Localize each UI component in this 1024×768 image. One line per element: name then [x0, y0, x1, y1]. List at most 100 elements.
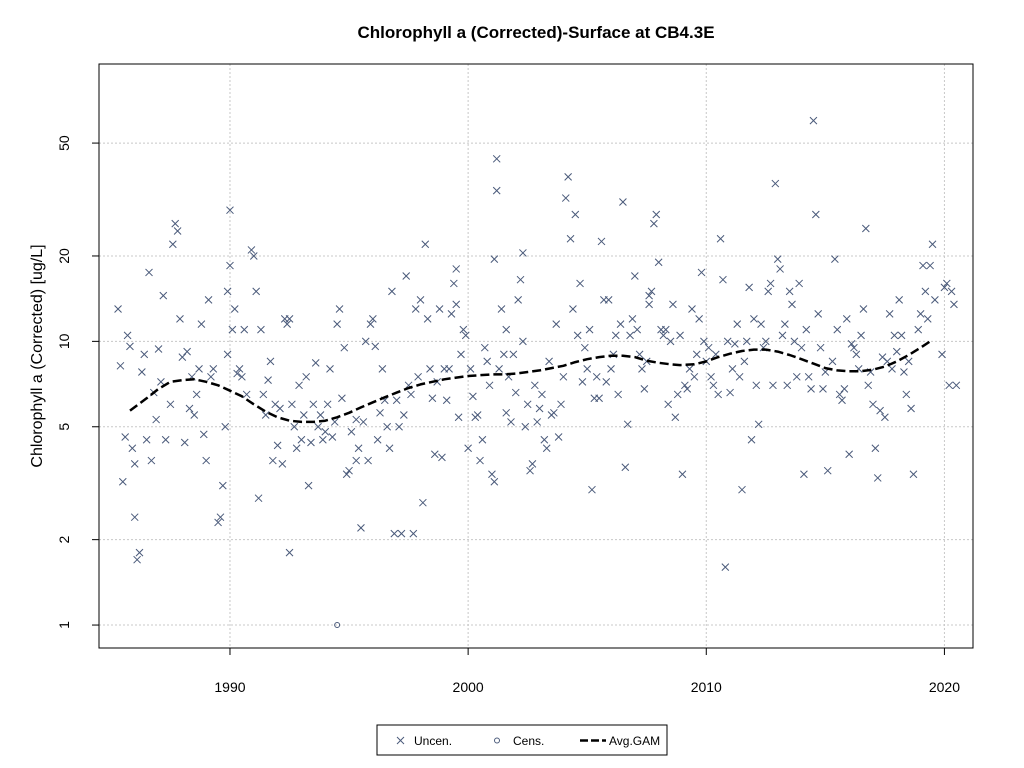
data-point-uncen — [278, 460, 287, 468]
data-point-uncen — [395, 422, 403, 431]
data-point-uncen — [242, 390, 251, 399]
data-point-uncen — [311, 358, 320, 367]
data-point-uncen — [376, 408, 384, 417]
data-point-uncen — [166, 400, 175, 409]
data-point-uncen — [916, 310, 925, 318]
data-point-uncen — [638, 365, 646, 373]
data-point-uncen — [499, 350, 508, 359]
data-point-uncen — [447, 310, 456, 318]
data-point-uncen — [161, 435, 170, 444]
data-point-uncen — [321, 427, 330, 436]
data-point-uncen — [754, 420, 763, 429]
data-point-uncen — [192, 390, 201, 399]
data-point-uncen — [261, 411, 270, 419]
data-point-uncen — [399, 411, 408, 419]
data-point-uncen — [276, 404, 284, 413]
data-point-uncen — [788, 300, 796, 309]
data-point-uncen — [645, 291, 653, 300]
data-point-uncen — [138, 368, 146, 376]
data-point-uncen — [723, 337, 732, 346]
data-point-uncen — [385, 444, 394, 453]
data-point-uncen — [304, 481, 313, 490]
grid-lines — [99, 64, 973, 648]
data-point-uncen — [857, 331, 865, 340]
data-point-uncen — [411, 305, 420, 313]
data-point-uncen — [938, 350, 946, 359]
data-point-uncen — [268, 456, 277, 465]
data-point-uncen — [264, 376, 272, 384]
circle-icon — [494, 737, 500, 744]
data-point-uncen — [373, 435, 382, 444]
data-point-uncen — [292, 444, 301, 453]
data-point-uncen — [152, 415, 161, 424]
data-point-uncen — [778, 331, 787, 340]
data-point-uncen — [257, 325, 265, 334]
data-point-uncen — [249, 252, 258, 260]
data-point-uncen — [902, 390, 911, 399]
data-point-uncen — [580, 343, 589, 352]
data-point-uncen — [628, 315, 637, 323]
gam-line-path — [129, 340, 931, 424]
y-tick-label: 50 — [56, 135, 72, 151]
plot-frame — [98, 63, 974, 649]
data-point-uncen — [904, 357, 913, 366]
data-point-uncen — [876, 406, 884, 415]
y-tick-label: 1 — [56, 621, 72, 629]
data-point-uncen — [881, 413, 889, 422]
data-point-uncen — [142, 435, 151, 444]
data-point-uncen — [685, 365, 694, 373]
data-point-uncen — [695, 315, 703, 323]
y-tick-label: 5 — [56, 423, 72, 431]
data-point-uncen — [378, 365, 387, 373]
data-point-uncen — [783, 381, 792, 390]
data-point-uncen — [569, 305, 577, 313]
data-point-uncen — [461, 331, 470, 340]
data-point-uncen — [680, 381, 689, 390]
data-point-uncen — [488, 470, 496, 479]
data-point-uncen — [145, 268, 153, 277]
data-point-uncen — [464, 444, 472, 453]
data-point-uncen — [604, 296, 613, 304]
data-point-uncen — [697, 268, 706, 277]
data-point-uncen — [480, 343, 489, 352]
data-point-uncen — [197, 320, 206, 328]
data-point-uncen — [509, 350, 518, 359]
data-point-uncen — [530, 381, 539, 390]
data-point-uncen — [852, 350, 861, 359]
data-point-uncen — [752, 381, 761, 390]
data-point-uncen — [207, 372, 215, 381]
data-point-uncen — [519, 249, 527, 257]
data-point-uncen — [511, 388, 520, 397]
data-point-uncen — [831, 255, 839, 263]
data-point-uncen — [502, 325, 511, 334]
y-axis-label: Chlorophyll a (Corrected) [ug/L] — [29, 244, 46, 467]
data-point-uncen — [449, 279, 458, 288]
data-point-uncen — [342, 470, 351, 479]
data-point-uncen — [578, 377, 587, 386]
data-point-uncen — [366, 320, 375, 328]
data-point-uncen — [790, 337, 799, 346]
data-point-uncen — [785, 287, 794, 296]
data-point-uncen — [523, 400, 532, 409]
data-point-uncen — [576, 279, 584, 288]
legend-label-uncen: Uncen. — [414, 734, 452, 748]
data-point-uncen — [716, 234, 725, 243]
data-point-uncen — [299, 411, 308, 419]
legend-label-gam: Avg.GAM — [609, 734, 660, 748]
data-point-uncen — [392, 396, 401, 405]
data-point-uncen — [118, 477, 127, 486]
data-point-uncen — [502, 408, 511, 417]
data-point-uncen — [254, 494, 263, 503]
data-point-uncen — [814, 310, 823, 318]
data-point-uncen — [428, 394, 437, 403]
data-point-uncen — [676, 331, 684, 340]
data-point-uncen — [892, 347, 901, 356]
data-point-uncen — [819, 385, 827, 393]
data-point-uncen — [457, 350, 465, 359]
data-point-uncen — [297, 435, 306, 444]
data-point-uncen — [159, 291, 168, 300]
data-point-uncen — [402, 272, 411, 280]
data-point-uncen — [926, 261, 934, 270]
data-point-uncen — [485, 381, 494, 390]
data-point-uncen — [307, 438, 315, 447]
